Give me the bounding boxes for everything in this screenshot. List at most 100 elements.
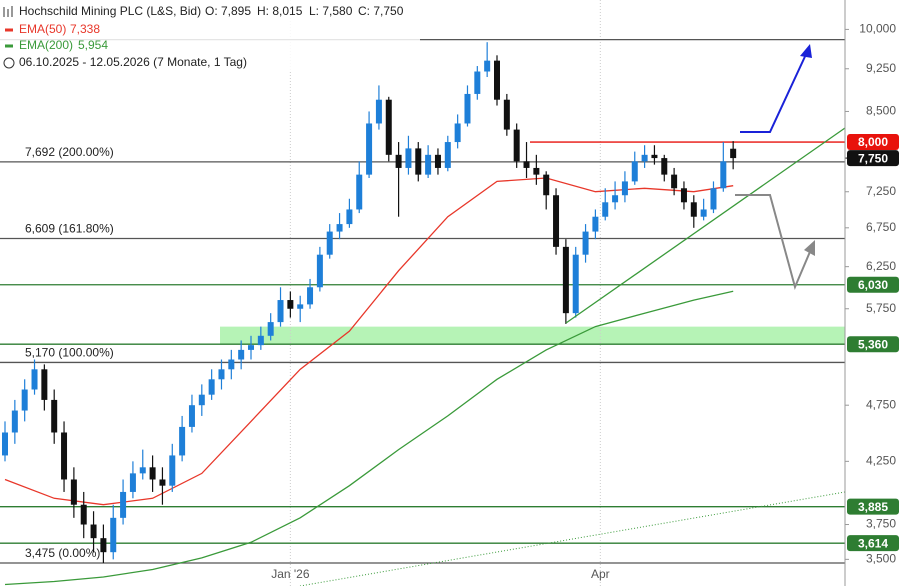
x-tick-label: Jan '26 xyxy=(271,567,310,581)
candle-body xyxy=(700,209,707,217)
price-tag-label: 3,885 xyxy=(858,500,888,514)
y-tick-label: 4,250 xyxy=(866,454,896,468)
candle-body xyxy=(651,154,658,159)
bull-arrow xyxy=(740,49,809,133)
price-tag xyxy=(847,498,899,515)
price-tag xyxy=(847,150,899,167)
quote: O: 7,895 xyxy=(205,4,251,18)
candle-body xyxy=(680,188,687,203)
candle-body xyxy=(326,231,333,255)
candle-body xyxy=(503,99,510,130)
fib-level-label: 6,609 (161.80%) xyxy=(25,222,114,236)
y-tick-label: 4,750 xyxy=(866,397,896,411)
candle-body xyxy=(375,99,382,124)
candle-body xyxy=(612,195,619,203)
candle-body xyxy=(208,379,215,395)
candle-body xyxy=(277,300,284,323)
candle-body xyxy=(484,60,491,72)
candle-body xyxy=(592,216,599,232)
candle-body xyxy=(179,426,186,456)
header: Hochschild Mining PLC (L&S, Bid) O: 7,89… xyxy=(0,0,420,72)
legend-value: 5,954 xyxy=(78,38,108,52)
candle-body xyxy=(690,202,697,217)
legend-value: 7,338 xyxy=(70,22,100,36)
candle-body xyxy=(631,161,638,182)
period: 06.10.2025 - 12.05.2026 (7 Monate, 1 Tag… xyxy=(19,55,247,69)
fib-level-label: 3,475 (0.00%) xyxy=(25,546,100,560)
candle-body xyxy=(297,304,304,309)
candle-body xyxy=(494,60,500,100)
candle-body xyxy=(248,345,254,350)
scenario-arrow-head xyxy=(804,240,815,256)
x-tick-label: Apr xyxy=(591,567,610,581)
candle-body xyxy=(238,349,245,360)
clock-icon xyxy=(3,57,15,69)
candle-body xyxy=(316,254,323,288)
price-tag-label: 6,030 xyxy=(858,278,888,292)
candle-body xyxy=(267,322,274,336)
price-tags: 8,000 7,750 6,030 5,360 3,885 3,614 xyxy=(847,134,899,552)
candle-body xyxy=(602,202,609,217)
candle-body xyxy=(553,195,560,247)
candle-body xyxy=(228,359,235,370)
ema-line xyxy=(4,290,734,586)
marks xyxy=(2,42,737,586)
candle-body xyxy=(523,161,530,168)
price-tag-label: 5,360 xyxy=(858,337,888,351)
support-zone xyxy=(220,326,845,345)
candle-icon xyxy=(3,6,13,17)
candle-body xyxy=(562,246,569,314)
trend-line xyxy=(565,127,846,324)
candle-body xyxy=(218,369,225,380)
y-tick-label: 9,250 xyxy=(866,61,896,75)
price-tag xyxy=(847,276,899,293)
candle-body xyxy=(188,405,195,427)
price-tag-label: 8,000 xyxy=(858,135,888,149)
y-tick-label: 7,250 xyxy=(866,184,896,198)
scenario-arrow xyxy=(735,194,813,291)
candle-body xyxy=(730,148,737,159)
price-tag xyxy=(847,535,899,552)
header-background xyxy=(0,0,420,72)
price-tag-label: 3,614 xyxy=(858,536,888,550)
candle-body xyxy=(533,167,540,175)
candle-body xyxy=(336,224,343,232)
candle-body xyxy=(169,455,176,486)
candle-body xyxy=(395,154,402,168)
candle-body xyxy=(720,161,727,189)
candle-body xyxy=(307,287,314,305)
candle-body xyxy=(120,491,127,518)
candle-body xyxy=(543,174,550,196)
candle-body xyxy=(70,479,77,505)
candle-body xyxy=(110,517,117,553)
fib-level-label: 5,170 (100.00%) xyxy=(25,346,114,360)
candle-body xyxy=(434,154,441,168)
ema-line xyxy=(4,177,734,506)
candle-body xyxy=(671,174,678,189)
price-tag-label: 7,750 xyxy=(858,151,888,165)
candle-body xyxy=(159,479,166,486)
candle-body xyxy=(346,209,353,225)
candle-body xyxy=(415,148,422,175)
legend-name: EMA(200) xyxy=(19,38,73,52)
candle-body xyxy=(31,369,38,390)
candle-body xyxy=(11,410,18,433)
title: Hochschild Mining PLC (L&S, Bid) xyxy=(19,4,201,18)
candle-body xyxy=(582,231,589,255)
candle-body xyxy=(464,93,471,124)
plot-background: 7,692 (200.00%) 6,609 (161.80%) 5,170 (100… xyxy=(0,0,847,586)
candle-body xyxy=(90,524,97,539)
price-tag xyxy=(847,134,899,151)
candle-body xyxy=(444,142,451,168)
candle-body xyxy=(454,123,461,143)
candle-body xyxy=(149,467,156,480)
y-tick-label: 10,000 xyxy=(859,22,896,36)
candle-body xyxy=(572,254,579,314)
candle-body xyxy=(257,335,264,346)
quote: L: 7,580 xyxy=(309,4,353,18)
candle-body xyxy=(139,467,146,474)
y-tick-label: 5,750 xyxy=(866,301,896,315)
candle-body xyxy=(356,174,363,210)
y-tick-label: 6,750 xyxy=(866,220,896,234)
